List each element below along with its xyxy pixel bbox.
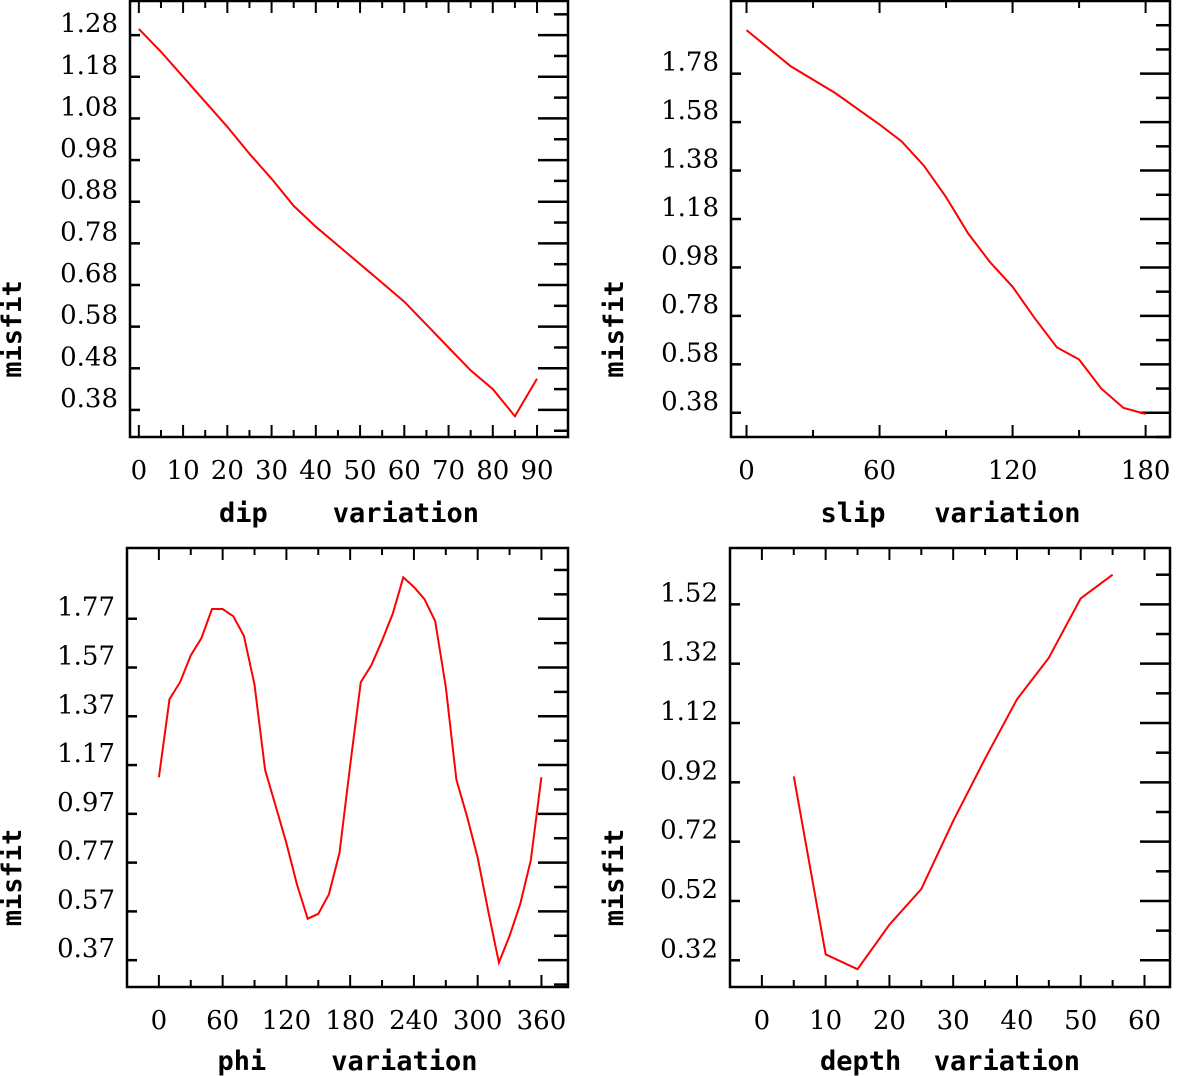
x-axis-label: dip variation xyxy=(219,498,479,529)
y-tick-label: 1.58 xyxy=(661,96,719,126)
x-tick-label: 60 xyxy=(1128,1006,1161,1036)
x-tick-label: 10 xyxy=(809,1006,842,1036)
y-tick-label: 0.98 xyxy=(60,134,118,164)
y-axis-label: misfit xyxy=(0,280,28,378)
x-tick-label: 240 xyxy=(389,1006,439,1036)
y-tick-label: 0.58 xyxy=(60,301,118,331)
y-tick-label: 0.52 xyxy=(660,875,718,905)
y-tick-label: 1.28 xyxy=(60,9,118,39)
misfit-series-line xyxy=(157,575,543,967)
y-tick-label: 1.52 xyxy=(660,578,718,608)
misfit-series-line xyxy=(745,29,1146,415)
y-tick-label: 1.18 xyxy=(661,193,719,223)
x-tick-label: 50 xyxy=(344,456,377,486)
y-tick-label: 1.78 xyxy=(661,48,719,78)
x-tick-label: 10 xyxy=(167,456,200,486)
x-tick-label: 70 xyxy=(432,456,465,486)
x-tick-label: 60 xyxy=(388,456,421,486)
x-tick-label: 20 xyxy=(873,1006,906,1036)
x-axis-label: phi variation xyxy=(217,1046,477,1076)
x-axis-label: slip variation xyxy=(820,498,1080,529)
y-tick-label: 0.32 xyxy=(660,934,718,964)
y-tick-label: 1.08 xyxy=(60,92,118,122)
x-tick-label: 60 xyxy=(206,1006,239,1036)
x-axis-label: depth variation xyxy=(820,1046,1080,1076)
subplot-2: 0 60 120 180 0.38 0.58 0.78 0.98 1.18 1.38 1.58 1.7… xyxy=(599,0,1172,529)
misfit-series-line xyxy=(138,28,538,418)
x-tick-label: 0 xyxy=(131,456,148,486)
x-tick-label: 20 xyxy=(211,456,244,486)
x-tick-label: 180 xyxy=(325,1006,375,1036)
misfit-series-line xyxy=(792,573,1114,971)
x-tick-label: 80 xyxy=(476,456,509,486)
y-tick-label: 0.72 xyxy=(660,816,718,846)
y-tick-label: 0.37 xyxy=(57,934,115,964)
y-tick-label: 0.38 xyxy=(60,384,118,414)
x-tick-label: 40 xyxy=(1000,1006,1033,1036)
y-tick-label: 0.98 xyxy=(661,241,719,271)
x-tick-label: 40 xyxy=(299,456,332,486)
y-tick-label: 1.38 xyxy=(661,145,719,175)
y-tick-label: 0.78 xyxy=(60,217,118,247)
y-tick-label: 0.68 xyxy=(60,259,118,289)
x-tick-label: 120 xyxy=(262,1006,312,1036)
plot-frame xyxy=(729,0,1172,439)
x-tick-label: 120 xyxy=(988,456,1038,486)
x-tick-label: 50 xyxy=(1064,1006,1097,1036)
subplot-3: 0 60 120 180 240 300 360 0.37 0.57 0.77 0.97 1.17 1.… xyxy=(0,546,570,1076)
y-tick-label: 1.57 xyxy=(57,642,115,672)
x-tick-label: 0 xyxy=(151,1006,168,1036)
y-tick-label: 0.77 xyxy=(57,837,115,867)
x-tick-label: 0 xyxy=(738,456,755,486)
y-tick-label: 1.17 xyxy=(57,739,115,769)
y-axis-label: misfit xyxy=(599,829,630,927)
subplot-4: 0 10 20 30 40 50 60 0.32 0.52 0.72 0.92 1.12 1.32 1.5… xyxy=(599,546,1172,1076)
x-tick-label: 0 xyxy=(754,1006,771,1036)
y-axis-label: misfit xyxy=(599,280,630,378)
x-tick-label: 60 xyxy=(863,456,896,486)
y-tick-label: 0.97 xyxy=(57,788,115,818)
y-tick-label: 0.57 xyxy=(57,885,115,915)
y-tick-label: 0.78 xyxy=(661,290,719,320)
plot-frame xyxy=(728,546,1172,989)
y-tick-label: 1.37 xyxy=(57,690,115,720)
y-tick-label: 0.38 xyxy=(661,387,719,417)
y-tick-label: 1.32 xyxy=(660,638,718,668)
y-tick-label: 0.48 xyxy=(60,342,118,372)
y-tick-label: 0.88 xyxy=(60,176,118,206)
x-tick-label: 180 xyxy=(1121,456,1171,486)
plot-frame xyxy=(125,546,570,989)
y-tick-label: 1.12 xyxy=(660,697,718,727)
y-tick-label: 1.77 xyxy=(57,593,115,623)
plot-frame xyxy=(128,0,570,439)
y-tick-label: 1.18 xyxy=(60,51,118,81)
subplot-1: 0 10 20 30 40 50 60 70 80 90 0.38 0.48 0.58 0.68 0.78 0… xyxy=(0,0,570,529)
x-tick-label: 90 xyxy=(520,456,553,486)
x-tick-label: 30 xyxy=(937,1006,970,1036)
x-tick-label: 360 xyxy=(517,1006,567,1036)
x-tick-label: 300 xyxy=(453,1006,503,1036)
y-axis-label: misfit xyxy=(0,829,28,927)
y-tick-label: 0.92 xyxy=(660,756,718,786)
x-tick-label: 30 xyxy=(255,456,288,486)
y-tick-label: 0.58 xyxy=(661,338,719,368)
